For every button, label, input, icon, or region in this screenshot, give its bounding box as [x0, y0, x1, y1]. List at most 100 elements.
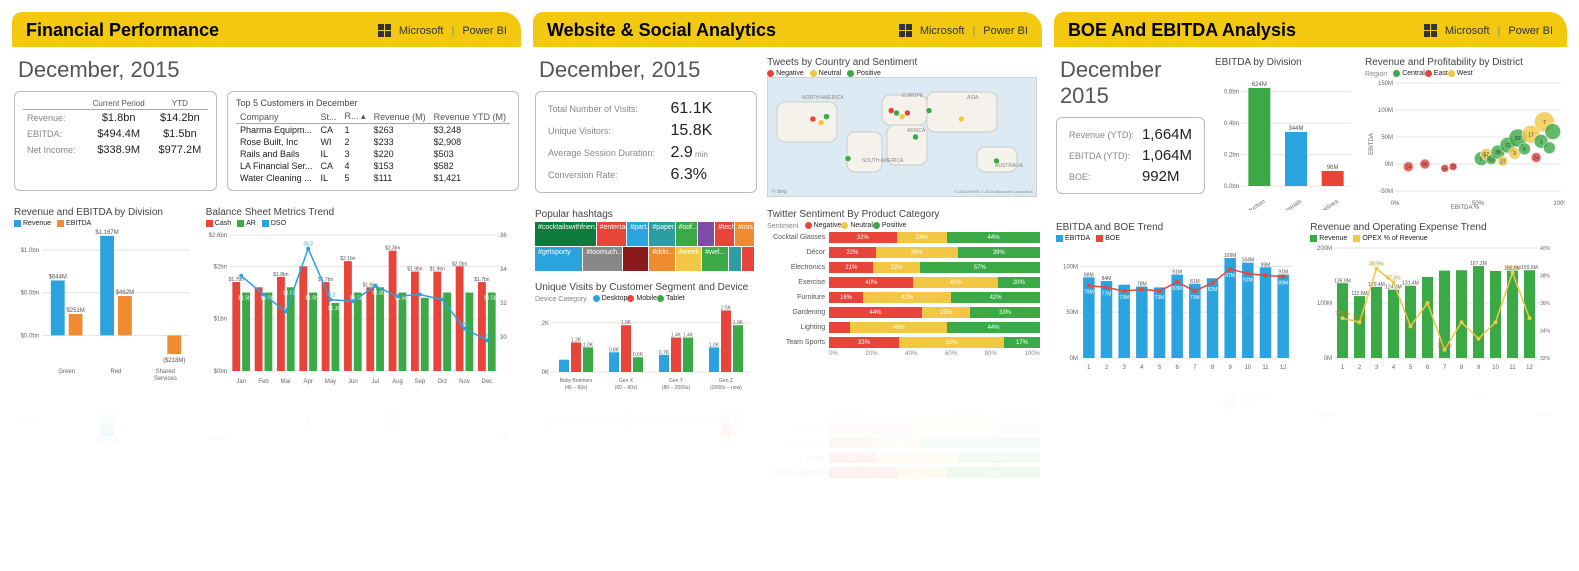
- tweets-map[interactable]: NORTH AMERICAEUROPEASIAAFRICASOUTH AMERI…: [767, 77, 1037, 197]
- svg-text:1.4K: 1.4K: [671, 333, 682, 339]
- svg-text:82: 82: [1515, 136, 1521, 142]
- ebitda-boe-trend-chart[interactable]: 0M50M100M88M184M2378M4591M681M78109M9104…: [1056, 242, 1296, 372]
- svg-text:92M: 92M: [1243, 278, 1253, 284]
- svg-text:50M: 50M: [1066, 310, 1078, 316]
- svg-text:27: 27: [1500, 159, 1506, 165]
- svg-text:Terminals: Terminals: [1279, 199, 1303, 210]
- trend-title: EBITDA and BOE Trend: [1056, 222, 1300, 233]
- svg-text:36%: 36%: [1540, 301, 1551, 307]
- table-row[interactable]: Pharma Equipm...CA1$263$3,248: [236, 124, 510, 137]
- svg-text:100M: 100M: [1317, 301, 1332, 307]
- brand: Microsoft | Power BI: [378, 24, 507, 37]
- svg-text:$2bn: $2bn: [213, 264, 226, 270]
- svg-text:$1.3bn: $1.3bn: [328, 306, 344, 312]
- revenue-profitability-scatter[interactable]: -50M0M50M100M150M0%50%100%EBITDA %EBITDA…: [1365, 79, 1565, 209]
- svg-text:72: 72: [1505, 143, 1511, 149]
- svg-text:1.4K: 1.4K: [683, 407, 694, 413]
- svg-text:$1.7bn: $1.7bn: [474, 277, 490, 283]
- svg-text:124.3M: 124.3M: [1385, 371, 1402, 377]
- svg-text:10: 10: [1244, 365, 1251, 371]
- svg-text:17: 17: [1528, 132, 1534, 138]
- svg-text:2K: 2K: [542, 321, 549, 327]
- svg-text:91M: 91M: [1172, 386, 1182, 392]
- rev-ebitda-by-division-chart[interactable]: $0.0bn$0.5bn$1.0bn$644M$251MGreen$1,167M…: [14, 227, 194, 387]
- svg-text:135.9M: 135.9M: [1334, 378, 1351, 384]
- svg-text:40%: 40%: [1540, 246, 1551, 252]
- svg-text:$2.1bn: $2.1bn: [340, 410, 356, 416]
- svg-text:$251M: $251M: [66, 308, 84, 314]
- svg-text:$0bn: $0bn: [213, 369, 226, 375]
- svg-text:38: 38: [1495, 150, 1501, 156]
- table-row[interactable]: Rails and BailsIL3$220$503: [236, 148, 510, 160]
- brand-powerbi: Power BI: [983, 25, 1028, 37]
- table-row[interactable]: LA Financial Ser...CA4$153$582: [236, 160, 510, 172]
- svg-text:32.6%: 32.6%: [1438, 343, 1453, 349]
- svg-text:$1.9bn: $1.9bn: [429, 267, 445, 273]
- svg-text:35.2: 35.2: [303, 242, 313, 248]
- svg-text:32%: 32%: [1540, 356, 1551, 362]
- svg-text:30: 30: [500, 335, 507, 341]
- svg-text:7: 7: [1443, 365, 1447, 371]
- svg-text:0.2bn: 0.2bn: [1224, 153, 1239, 159]
- svg-text:36: 36: [500, 433, 507, 439]
- table-row[interactable]: Water Cleaning ...IL5$111$1,421: [236, 172, 510, 184]
- svg-text:(60 – 80s): (60 – 80s): [615, 385, 638, 391]
- svg-text:109M: 109M: [1224, 253, 1237, 259]
- ebitda-by-division-chart[interactable]: 0.0bn0.2bn0.4bn0.6bn624MProduction344MTe…: [1215, 70, 1355, 210]
- svg-text:4: 4: [1140, 365, 1144, 371]
- hashtags-treemap[interactable]: #cocktailswithfrien...#entertain...#part…: [535, 222, 755, 272]
- svg-text:EBITDA: EBITDA: [1369, 133, 1375, 155]
- svg-text:Green: Green: [58, 369, 75, 375]
- svg-text:$2.0bn: $2.0bn: [452, 405, 468, 411]
- svg-text:79M: 79M: [1084, 290, 1094, 296]
- svg-text:3: 3: [1513, 151, 1516, 157]
- brand-microsoft: Microsoft: [920, 25, 965, 37]
- svg-text:32: 32: [500, 301, 507, 307]
- svg-text:($218M): ($218M): [163, 358, 185, 364]
- svg-text:1.9K: 1.9K: [621, 420, 632, 426]
- svg-text:38.2%: 38.2%: [1506, 390, 1521, 396]
- svg-text:7: 7: [1543, 120, 1546, 126]
- svg-text:$1.7bn: $1.7bn: [474, 389, 490, 395]
- svg-text:$1.8bn: $1.8bn: [273, 394, 289, 400]
- svg-text:150M: 150M: [1378, 81, 1393, 87]
- dashboard-header: Website & Social Analytics Microsoft | P…: [533, 12, 1042, 47]
- svg-text:$0.5bn: $0.5bn: [21, 291, 39, 297]
- svg-text:AUSTRALIA: AUSTRALIA: [995, 163, 1023, 169]
- brand-powerbi: Power BI: [462, 25, 507, 37]
- dashboard-title: Website & Social Analytics: [547, 20, 776, 41]
- sentiment-chart[interactable]: Cocktail Glasses32%24%44%Décor22%39%39%E…: [767, 231, 1040, 349]
- period-label: December 2015: [1060, 57, 1201, 109]
- svg-text:Apr: Apr: [303, 379, 312, 385]
- svg-text:$2bn: $2bn: [213, 402, 226, 408]
- svg-text:159.6M: 159.6M: [1521, 391, 1538, 397]
- svg-text:7: 7: [1193, 365, 1197, 371]
- table-row[interactable]: Rose Built, IncWI2$233$2,908: [236, 136, 510, 148]
- balance-sheet-chart[interactable]: $0bn$1bn$2bn$2.6bn30323436$1.7bn$1.5bnJa…: [206, 227, 516, 387]
- svg-text:Gen Z: Gen Z: [719, 378, 733, 384]
- visits-segment-chart[interactable]: 0K2K1.2K1.0KBaby Boomers(45 – 60s)0.8K1.…: [535, 304, 755, 394]
- svg-text:ⓑ bing: ⓑ bing: [771, 188, 787, 195]
- svg-text:3: 3: [1122, 365, 1126, 371]
- svg-text:1.0K: 1.0K: [709, 342, 720, 348]
- svg-text:200M: 200M: [1317, 246, 1332, 252]
- svg-text:6: 6: [1426, 365, 1430, 371]
- svg-text:$1.7bn: $1.7bn: [228, 389, 244, 395]
- svg-text:$2.0bn: $2.0bn: [452, 261, 468, 267]
- svg-text:0.0bn: 0.0bn: [1224, 184, 1239, 190]
- ebitda-div-title: EBITDA by Division: [1215, 57, 1355, 68]
- svg-text:104M: 104M: [1242, 398, 1255, 404]
- dashboard-header: BOE And EBITDA Analysis Microsoft | Powe…: [1054, 12, 1567, 47]
- svg-text:28: 28: [1450, 165, 1456, 171]
- svg-text:1.2K: 1.2K: [571, 337, 582, 343]
- financial-performance-dashboard: Financial Performance Microsoft | Power …: [12, 12, 521, 487]
- svg-text:$1.9bn: $1.9bn: [407, 267, 423, 273]
- svg-text:100%: 100%: [1553, 201, 1565, 207]
- microsoft-logo-icon: [899, 24, 912, 37]
- svg-text:SOUTH AMERICA: SOUTH AMERICA: [862, 158, 904, 164]
- svg-text:344M: 344M: [1289, 126, 1304, 132]
- rev-opex-trend-chart[interactable]: 0M100M200M32%34%36%38%40%135.9M1112.6M21…: [1310, 242, 1560, 372]
- svg-text:56: 56: [1422, 162, 1428, 168]
- brand-microsoft: Microsoft: [399, 25, 444, 37]
- svg-text:$2.6bn: $2.6bn: [208, 233, 226, 239]
